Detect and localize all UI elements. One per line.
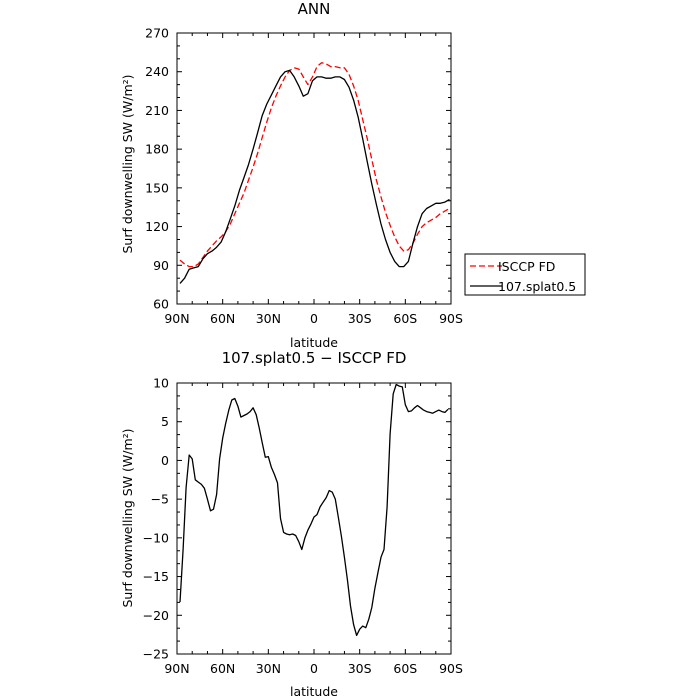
bottom-chart: −25 −20 −15 −10 −5 0 5 10 90N 60N 30N 0 30S 60S 90S (143, 376, 463, 677)
y-tick-label: 270 (145, 26, 169, 41)
bottom-chart-ylabel: Surf downwelling SW (W/m²) (120, 428, 135, 607)
y-tick-label: −20 (143, 608, 169, 623)
x-tick-label: 30N (256, 311, 281, 326)
y-tick-label: 90 (153, 258, 169, 273)
legend-label: ISCCP FD (498, 259, 555, 274)
series-line-107-splat0-5 (179, 69, 450, 284)
x-tick-label: 90N (164, 661, 189, 676)
top-chart: 60 90 120 150 180 210 240 270 90N 60N 30N 0 30S 60S 90… (145, 26, 586, 326)
x-tick-label: 30S (348, 311, 372, 326)
y-tick-label: −25 (143, 647, 169, 662)
x-tick-label: 0 (310, 311, 318, 326)
legend-label: 107.splat0.5 (498, 279, 576, 294)
x-tick-label: 30N (256, 661, 281, 676)
x-tick-label: 90S (439, 311, 463, 326)
y-tick-label: 60 (153, 297, 169, 312)
y-tick-label: 10 (153, 376, 169, 391)
bottom-chart-title: 107.splat0.5 − ISCCP FD (222, 349, 407, 367)
top-chart-ylabel: Surf downwelling SW (W/m²) (120, 74, 135, 253)
top-chart-title: ANN (298, 0, 331, 18)
x-tick-label: 90S (439, 661, 463, 676)
y-tick-label: 5 (161, 414, 169, 429)
series-line-isccp-fd (179, 62, 450, 268)
y-tick-label: 240 (145, 64, 169, 79)
x-tick-label: 0 (310, 661, 318, 676)
y-tick-label: 180 (145, 142, 169, 157)
y-tick-label: −10 (143, 530, 169, 545)
bottom-chart-xlabel: latitude (290, 684, 338, 699)
x-tick-label: 90N (164, 311, 189, 326)
difference-line (179, 383, 449, 637)
y-tick-label: 0 (161, 453, 169, 468)
x-tick-label: 60N (210, 311, 235, 326)
y-tick-label: 150 (145, 180, 169, 195)
plot-frame (176, 32, 452, 305)
x-tick-label: 30S (348, 661, 372, 676)
legend-box (464, 253, 586, 296)
x-tick-label: 60S (393, 311, 417, 326)
y-tick-label: 120 (145, 219, 169, 234)
y-tick-label: −5 (151, 492, 169, 507)
top-chart-xlabel: latitude (290, 335, 338, 350)
plot-layer: 60 90 120 150 180 210 240 270 90N 60N 30N 0 30S 60S 90… (143, 26, 586, 677)
y-tick-label: −15 (143, 569, 169, 584)
legend: ISCCP FD 107.splat0.5 (464, 253, 586, 296)
x-tick-label: 60N (210, 661, 235, 676)
y-tick-label: 210 (145, 103, 169, 118)
x-tick-label: 60S (393, 661, 417, 676)
